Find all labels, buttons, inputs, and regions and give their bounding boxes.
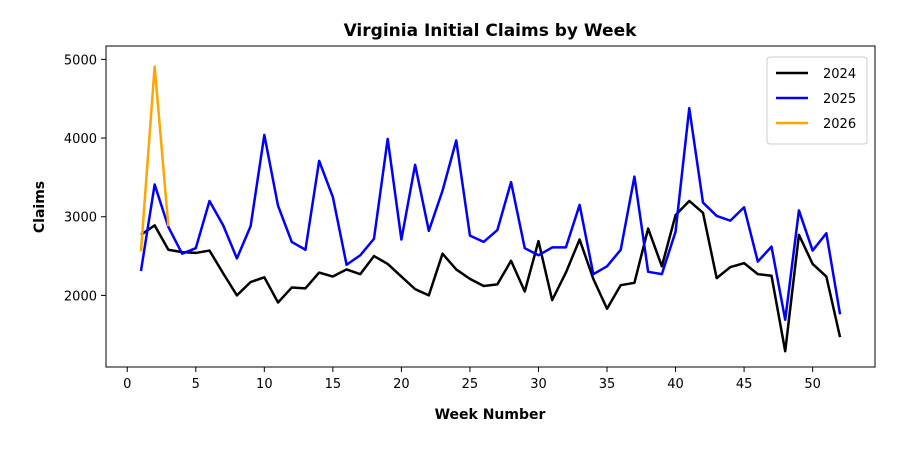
series-lines [139,65,842,353]
chart-title: Virginia Initial Claims by Week [344,21,638,41]
y-tick-label: 3000 [64,211,97,226]
x-tick-label: 5 [192,377,200,392]
y-tick-label: 2000 [64,289,97,304]
x-tick-label: 15 [325,377,342,392]
x-tick-label: 40 [667,377,684,392]
x-tick-label: 30 [530,377,547,392]
y-axis: 2000 3000 4000 5000 [64,53,106,304]
x-tick-label: 45 [736,377,753,392]
series-line-2026 [139,65,170,252]
x-tick-label: 35 [599,377,616,392]
y-tick-label: 5000 [64,53,97,68]
series-line-2025 [139,106,842,322]
legend: 2024 2025 2026 [766,56,868,145]
legend-label: 2024 [823,67,856,82]
plot-frame [105,45,876,368]
x-tick-label: 25 [462,377,479,392]
legend-label: 2025 [823,92,856,107]
x-tick-label: 50 [804,377,821,392]
x-tick-label: 20 [393,377,410,392]
legend-label: 2026 [823,117,856,132]
y-axis-label: Claims [32,181,48,233]
x-axis-label: Week Number [435,407,546,423]
y-tick-label: 4000 [64,132,97,147]
x-tick-label: 0 [123,377,131,392]
series-line-2024 [140,199,842,353]
x-axis: 0 5 10 15 20 25 30 35 40 45 50 [123,367,821,392]
x-tick-label: 10 [256,377,273,392]
